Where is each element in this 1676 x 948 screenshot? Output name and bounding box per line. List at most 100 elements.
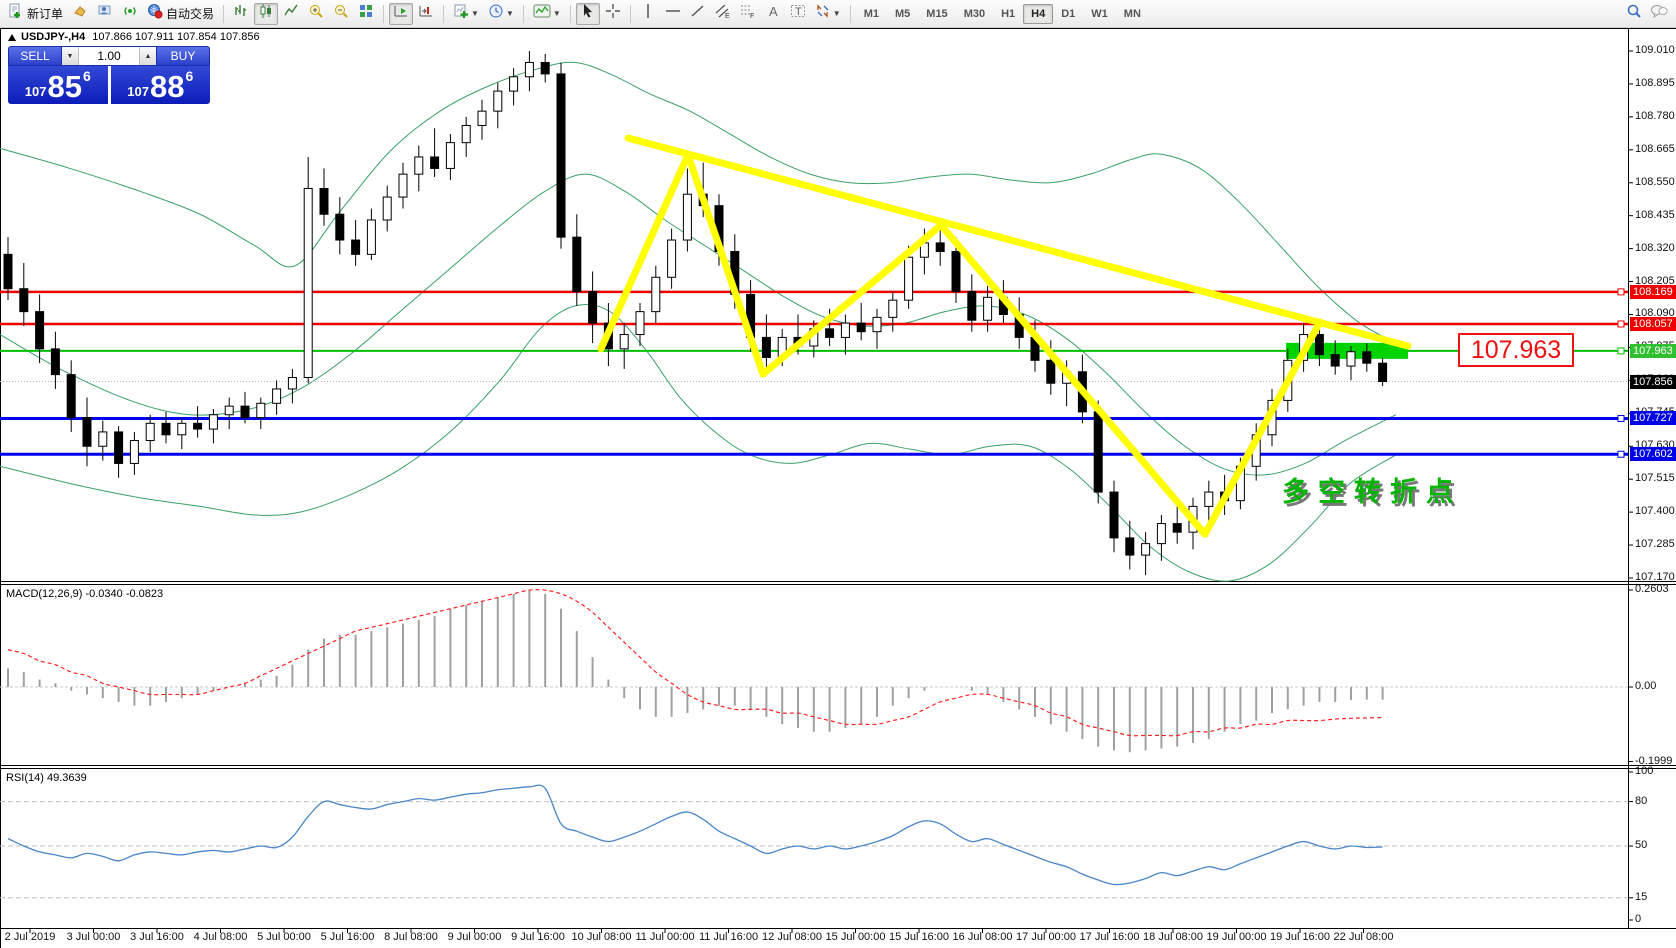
time-axis-label: 11 Jul 16:00 <box>698 931 759 943</box>
bid-prefix: 107 <box>24 84 47 99</box>
timeframe-button-m15[interactable]: M15 <box>926 7 948 20</box>
yellow-trendline[interactable] <box>624 134 1412 350</box>
price-axis-label: 107.400 <box>1635 505 1675 518</box>
sell-button[interactable]: SELL <box>8 46 62 66</box>
yellow-trendline[interactable] <box>1201 318 1324 538</box>
cursor-tool-button[interactable] <box>575 2 600 25</box>
indicators-button[interactable]: ▼ <box>529 3 565 25</box>
zoom-out-button[interactable] <box>329 3 353 25</box>
line-chart-mode-button[interactable] <box>279 3 303 25</box>
cursor-icon <box>580 3 596 24</box>
chart-shift-button[interactable] <box>414 3 438 25</box>
horizontal-line-tool-button[interactable] <box>661 3 685 25</box>
zoom-out-icon <box>333 3 349 24</box>
chat-icon <box>1650 3 1668 24</box>
text-label-tool-button[interactable]: T <box>786 3 810 25</box>
time-axis-label: 11 Jul 00:00 <box>635 931 695 943</box>
text-tool-button[interactable]: A <box>761 3 785 25</box>
dropdown-caret-icon: ▼ <box>471 9 479 18</box>
timeframe-button-m1[interactable]: M1 <box>863 7 879 20</box>
dropdown-caret-icon: ▼ <box>832 9 841 18</box>
rsi-axis-label: 80 <box>1635 794 1648 807</box>
bar-chart-mode-button[interactable] <box>229 3 253 25</box>
yellow-trendline[interactable] <box>597 151 692 353</box>
chart-ohlc-values: 107.866 107.911 107.854 107.856 <box>92 31 260 43</box>
period-profiles-button[interactable]: ▼ <box>484 3 518 25</box>
macd-axis-label: -0.1999 <box>1635 754 1673 767</box>
price-callout-box[interactable]: 107.963 <box>1458 333 1574 367</box>
bid-price-button[interactable]: 107 85 6 <box>8 66 108 104</box>
time-axis-label: 17 Jul 00:00 <box>1016 931 1076 943</box>
chat-button[interactable] <box>1646 3 1672 25</box>
price-badge: 108.057 <box>1630 316 1676 331</box>
fibonacci-icon: F <box>740 3 756 24</box>
time-axis-label: 18 Jul 08:00 <box>1143 931 1203 943</box>
buy-button[interactable]: BUY <box>156 46 210 66</box>
time-axis-label: 19 Jul 00:00 <box>1206 931 1267 943</box>
new-order-button[interactable]: 新订单 <box>4 3 67 25</box>
price-badge: 107.856 <box>1630 374 1676 389</box>
timeframe-button-w1[interactable]: W1 <box>1091 7 1108 20</box>
time-axis-label: 15 Jul 16:00 <box>889 931 949 943</box>
text-label-icon: T <box>790 3 806 24</box>
time-axis-label: 17 Jul 16:00 <box>1079 931 1140 943</box>
signals-icon <box>122 3 138 24</box>
yellow-trendline[interactable] <box>759 221 945 378</box>
time-axis-label: 10 Jul 08:00 <box>571 931 632 943</box>
ask-price-button[interactable]: 107 88 6 <box>110 66 210 104</box>
volume-stepper: ▼ 1.00 ▲ <box>62 46 156 66</box>
price-axis-label: 107.170 <box>1635 570 1675 583</box>
new-chart-button[interactable]: ▼ <box>449 3 483 25</box>
arrows-icon <box>815 3 831 24</box>
price-axis-label: 107.515 <box>1635 472 1675 485</box>
crosshair-tool-button[interactable] <box>601 3 625 25</box>
timeframe-button-m5[interactable]: M5 <box>895 7 911 20</box>
search-button[interactable] <box>1622 3 1646 25</box>
candlestick-mode-button[interactable] <box>254 2 279 25</box>
volume-decrease-button[interactable]: ▼ <box>62 47 79 65</box>
zoom-in-button[interactable] <box>304 3 328 25</box>
signals-button[interactable] <box>118 3 142 25</box>
vertical-line-tool-button[interactable] <box>636 3 660 25</box>
yellow-trendline[interactable] <box>937 221 1209 538</box>
autotrading-label: 自动交易 <box>166 7 215 21</box>
rsi-indicator-label: RSI(14) 49.3639 <box>6 772 87 784</box>
toolbar-separator <box>849 4 851 23</box>
volume-increase-button[interactable]: ▲ <box>139 47 156 65</box>
price-axis-label: 108.320 <box>1635 241 1675 254</box>
channel-icon: E <box>715 3 731 24</box>
svg-text:A: A <box>769 4 778 19</box>
bid-main: 85 <box>47 69 82 104</box>
toolbar-separator <box>443 4 445 23</box>
fibonacci-tool-button[interactable]: F <box>736 3 760 25</box>
autotrading-button[interactable]: 自动交易 <box>143 3 218 25</box>
indicators-icon <box>533 3 551 24</box>
chart-title-bar: USDJPY-,H4 107.866 107.911 107.854 107.8… <box>8 31 260 43</box>
chart-collapse-icon[interactable] <box>8 33 16 41</box>
candlestick-icon <box>258 3 274 24</box>
yellow-trendline[interactable] <box>684 151 767 378</box>
equidistant-channel-tool-button[interactable]: E <box>711 3 735 25</box>
trendline-tool-button[interactable] <box>686 3 710 25</box>
rsi-axis-label: 15 <box>1635 890 1648 903</box>
tile-windows-button[interactable] <box>354 3 378 25</box>
auto-scroll-button[interactable] <box>389 2 414 25</box>
arrows-tool-button[interactable]: ▼ <box>811 3 845 25</box>
time-axis-label: 5 Jul 16:00 <box>320 931 375 943</box>
timeframe-button-h1[interactable]: H1 <box>1001 7 1016 20</box>
price-axis-label: 108.550 <box>1635 175 1675 188</box>
timeframe-button-mn[interactable]: MN <box>1123 7 1141 20</box>
turning-point-annotation[interactable]: 多空转折点 <box>1282 477 1462 507</box>
history-center-button[interactable] <box>68 3 92 25</box>
timeframe-button-d1[interactable]: D1 <box>1061 7 1076 20</box>
rsi-axis-label: 100 <box>1635 765 1654 777</box>
price-axis-label: 108.780 <box>1635 109 1675 122</box>
volume-value[interactable]: 1.00 <box>97 49 121 63</box>
new-order-label: 新订单 <box>27 7 64 21</box>
macd-axis-label: 0.00 <box>1635 680 1657 692</box>
market-watch-button[interactable] <box>93 3 117 25</box>
toolbar-separator <box>569 4 571 23</box>
timeframe-button-m30[interactable]: M30 <box>963 7 986 20</box>
timeframe-button-h4[interactable]: H4 <box>1023 3 1054 24</box>
